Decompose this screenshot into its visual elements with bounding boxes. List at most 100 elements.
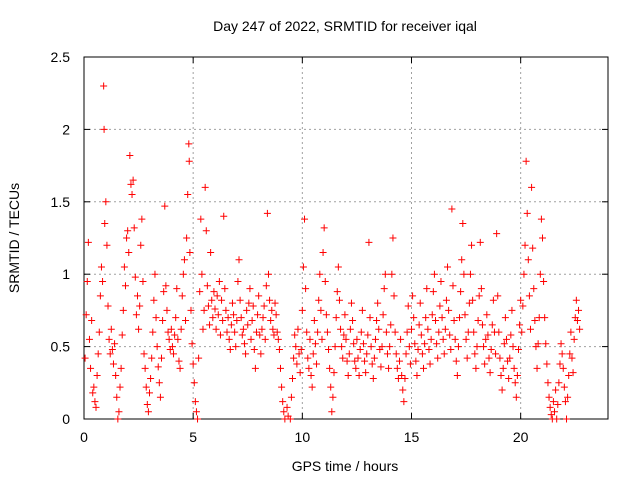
data-point (470, 328, 478, 336)
data-point (201, 183, 209, 191)
data-point (497, 372, 505, 380)
data-point (382, 328, 390, 336)
data-point (338, 343, 346, 351)
data-point (147, 374, 155, 382)
data-point (172, 314, 180, 322)
data-point (280, 408, 288, 416)
x-tick-label: 10 (295, 429, 311, 445)
data-point (326, 364, 334, 372)
data-point (170, 350, 178, 358)
data-point (230, 311, 238, 319)
data-point (207, 248, 215, 256)
data-point (292, 343, 300, 351)
data-point (306, 335, 314, 343)
data-point (428, 311, 436, 319)
data-point (449, 282, 457, 290)
data-point (295, 350, 303, 358)
data-point (129, 176, 137, 184)
data-point (499, 364, 507, 372)
data-point (185, 140, 193, 148)
data-point (523, 209, 531, 217)
data-point (445, 306, 453, 314)
data-point (87, 364, 95, 372)
data-point (100, 125, 108, 133)
data-point (351, 357, 359, 365)
data-point (492, 350, 500, 358)
data-point (541, 314, 549, 322)
data-point (340, 331, 348, 339)
data-point (432, 317, 440, 325)
data-point (465, 299, 473, 307)
data-point (175, 357, 183, 365)
data-point (549, 398, 557, 406)
data-point (335, 296, 343, 304)
data-point (210, 288, 218, 296)
data-point (128, 191, 136, 199)
data-point (321, 277, 329, 285)
data-point (310, 317, 318, 325)
data-point (530, 285, 538, 293)
data-point (115, 408, 123, 416)
data-point (390, 292, 398, 300)
data-point (209, 314, 217, 322)
data-point (148, 354, 156, 362)
data-point (457, 288, 465, 296)
tick-labels: 0 5 10 15 20 0 0.5 1 1.5 2 2.5 (51, 49, 529, 445)
data-point (519, 302, 527, 310)
data-point (381, 270, 389, 278)
data-point (307, 372, 315, 380)
data-point (322, 311, 330, 319)
data-point (142, 383, 150, 391)
data-point (456, 314, 464, 322)
data-point (236, 296, 244, 304)
data-point (259, 314, 267, 322)
data-point (178, 292, 186, 300)
data-point (469, 296, 477, 304)
data-point (123, 234, 131, 242)
data-point (154, 363, 162, 371)
data-point (213, 292, 221, 300)
data-point (136, 302, 144, 310)
data-point (260, 302, 268, 310)
data-point (113, 393, 121, 401)
data-point (90, 383, 98, 391)
data-point (361, 357, 369, 365)
data-point (547, 411, 555, 419)
data-point (356, 345, 364, 353)
data-point (561, 398, 569, 406)
data-point (448, 205, 456, 213)
data-point (403, 328, 411, 336)
data-point (394, 374, 402, 382)
data-point (480, 343, 488, 351)
data-point (161, 202, 169, 210)
data-point (414, 345, 422, 353)
data-point (438, 314, 446, 322)
data-point (573, 317, 581, 325)
data-point (319, 248, 327, 256)
data-point (552, 386, 560, 394)
data-point (409, 292, 417, 300)
data-point (254, 311, 262, 319)
x-axis-label: GPS time / hours (292, 458, 399, 474)
data-point (481, 360, 489, 368)
data-point (125, 248, 133, 256)
data-point (334, 263, 342, 271)
data-point (332, 314, 340, 322)
data-point (364, 331, 372, 339)
data-point (386, 343, 394, 351)
data-point (180, 256, 188, 264)
data-point (106, 350, 114, 358)
data-point (232, 343, 240, 351)
data-point (373, 317, 381, 325)
data-point (261, 335, 269, 343)
data-point (224, 314, 232, 322)
data-point (446, 331, 454, 339)
data-point (553, 415, 561, 423)
data-point (389, 234, 397, 242)
data-point (216, 331, 224, 339)
data-point (556, 360, 564, 368)
data-point (531, 317, 539, 325)
data-point (554, 401, 562, 409)
data-point (509, 343, 517, 351)
data-point (311, 340, 319, 348)
